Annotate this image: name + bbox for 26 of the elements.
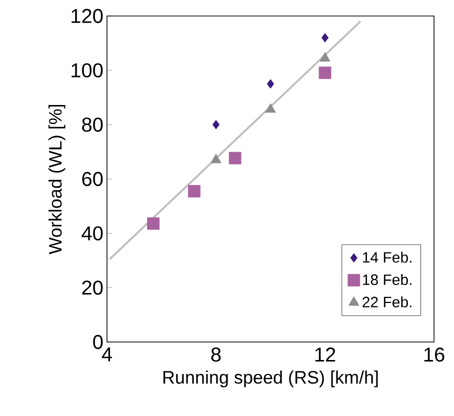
y-tick-label: 60 — [82, 172, 103, 186]
point — [321, 33, 329, 42]
point — [265, 103, 276, 113]
x-axis-title: Running speed (RS) [km/h] — [163, 370, 378, 388]
x-tick-label: 8 — [211, 348, 221, 362]
y-tick-label: 120 — [72, 8, 103, 24]
legend-label: 14 Feb. — [363, 252, 412, 263]
y-tick-label: 100 — [72, 63, 103, 78]
point — [318, 66, 332, 79]
y-tick-label: 0 — [93, 334, 103, 350]
y-tick-label: 20 — [82, 280, 103, 295]
point — [320, 52, 330, 62]
point — [188, 185, 200, 198]
x-tick-label: 12 — [315, 348, 336, 362]
y-tick-label: 80 — [82, 118, 103, 132]
y-tick-label: 40 — [82, 226, 103, 240]
point — [147, 217, 160, 230]
legend-label: 22 Feb. — [362, 296, 412, 308]
x-tick-label: 4 — [102, 348, 112, 362]
point — [210, 154, 222, 164]
point — [228, 152, 242, 164]
legend-label: 18 Feb. — [363, 274, 412, 286]
point — [212, 120, 220, 130]
point — [266, 79, 274, 89]
y-axis-title: Workload (WL) [%] — [48, 104, 66, 254]
x-tick-label: 16 — [424, 348, 444, 362]
